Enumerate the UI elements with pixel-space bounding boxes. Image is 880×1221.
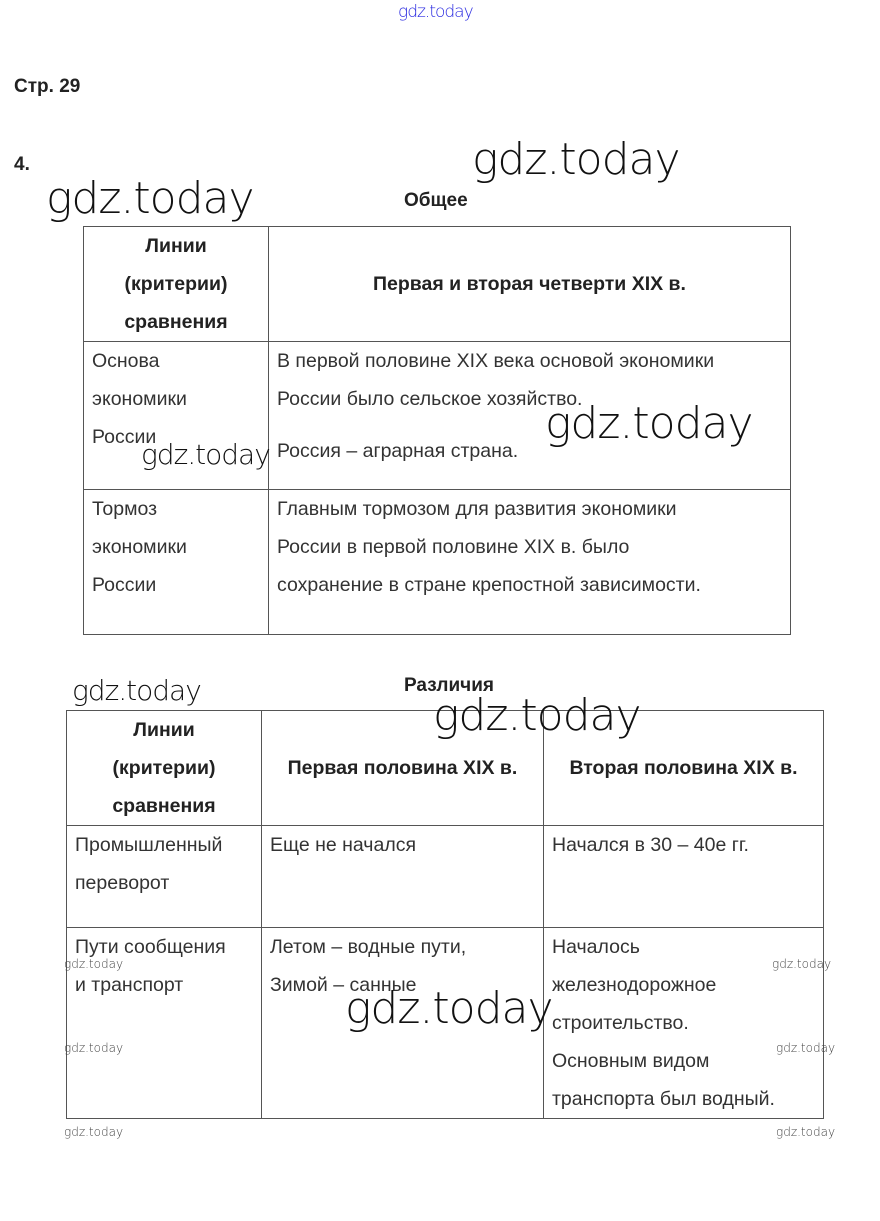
text-line: Тормоз bbox=[92, 498, 158, 520]
text-cell: В первой половине XIX века основой эконо… bbox=[268, 341, 791, 490]
text-line: экономики bbox=[92, 388, 187, 410]
text-line: Россия – аграрная страна. bbox=[277, 440, 519, 462]
page-label: Стр. 29 bbox=[14, 76, 81, 97]
header-period: Первая и вторая четверти XIX в. bbox=[268, 226, 791, 342]
text-line: транспорта был водный. bbox=[552, 1088, 775, 1110]
differences-title: Различия bbox=[404, 675, 494, 696]
second-half-cell: Начался в 30 – 40е гг. bbox=[543, 825, 824, 928]
text-line: экономики bbox=[92, 536, 187, 558]
watermark: gdz.today bbox=[72, 674, 202, 707]
criterion-cell: Промышленный переворот bbox=[66, 825, 262, 928]
watermark: gdz.today bbox=[472, 134, 681, 185]
text-line: Летом – водные пути, bbox=[270, 936, 467, 958]
common-table: Линии (критерии) сравнения Первая и втор… bbox=[83, 226, 791, 635]
header-line: Линии bbox=[133, 719, 195, 741]
text-line: России bbox=[92, 574, 157, 596]
watermark: gdz.today bbox=[545, 398, 754, 449]
text-line: Еще не начался bbox=[270, 834, 417, 856]
text-line: Промышленный bbox=[75, 834, 223, 856]
text-line: Зимой – санные bbox=[270, 974, 417, 996]
text-line: Главным тормозом для развития экономики bbox=[277, 498, 677, 520]
second-half-cell: Началось железнодорожное строительство. … bbox=[543, 927, 824, 1119]
first-half-cell: Летом – водные пути, Зимой – санные bbox=[261, 927, 544, 1119]
differences-table: Линии (критерии) сравнения Первая полови… bbox=[66, 710, 824, 1119]
watermark: gdz.today bbox=[141, 438, 271, 471]
table-header-row: Линии (критерии) сравнения Первая и втор… bbox=[83, 226, 791, 342]
watermark: gdz.today bbox=[64, 957, 124, 971]
watermark: gdz.today bbox=[776, 1041, 836, 1055]
common-title: Общее bbox=[404, 190, 468, 211]
criterion-cell: Пути сообщения и транспорт bbox=[66, 927, 262, 1119]
header-line: (критерии) bbox=[112, 757, 216, 779]
criterion-cell: Тормоз экономики России bbox=[83, 489, 269, 635]
watermark-top: gdz.today bbox=[398, 2, 474, 22]
watermark: gdz.today bbox=[345, 983, 554, 1034]
text-line: России bbox=[92, 426, 157, 448]
header-first-half: Первая половина XIX в. bbox=[261, 710, 544, 826]
header-line: сравнения bbox=[124, 311, 228, 333]
watermark: gdz.today bbox=[46, 173, 255, 224]
text-line: железнодорожное bbox=[552, 974, 717, 996]
watermark: gdz.today bbox=[433, 690, 642, 741]
text-line: Основа bbox=[92, 350, 160, 372]
watermark: gdz.today bbox=[64, 1125, 124, 1139]
criterion-cell: Основа экономики России bbox=[83, 341, 269, 490]
task-number: 4. bbox=[14, 154, 30, 175]
table-header-row: Линии (критерии) сравнения Первая полови… bbox=[66, 710, 824, 826]
first-half-cell: Еще не начался bbox=[261, 825, 544, 928]
text-line: сохранение в стране крепостной зависимос… bbox=[277, 574, 701, 596]
watermark: gdz.today bbox=[776, 1125, 836, 1139]
header-criteria: Линии (критерии) сравнения bbox=[66, 710, 262, 826]
text-line: России в первой половине XIX в. было bbox=[277, 536, 630, 558]
header-line: (критерии) bbox=[124, 273, 228, 295]
text-line: Пути сообщения bbox=[75, 936, 226, 958]
text-line: Началось bbox=[552, 936, 640, 958]
header-second-half: Вторая половина XIX в. bbox=[543, 710, 824, 826]
text-line: и транспорт bbox=[75, 974, 184, 996]
text-line: России было сельское хозяйство. bbox=[277, 388, 583, 410]
table-row: Тормоз экономики России Главным тормозом… bbox=[83, 489, 791, 635]
text-line: Основным видом bbox=[552, 1050, 710, 1072]
watermark: gdz.today bbox=[64, 1041, 124, 1055]
watermark: gdz.today bbox=[772, 957, 832, 971]
text-cell: Главным тормозом для развития экономики … bbox=[268, 489, 791, 635]
text-line: строительство. bbox=[552, 1012, 689, 1034]
table-row: Пути сообщения и транспорт Летом – водны… bbox=[66, 927, 824, 1119]
header-line: сравнения bbox=[112, 795, 216, 817]
header-line: Линии bbox=[145, 235, 207, 257]
text-line: В первой половине XIX века основой эконо… bbox=[277, 350, 715, 372]
table-row: Промышленный переворот Еще не начался На… bbox=[66, 825, 824, 928]
table-row: Основа экономики России В первой половин… bbox=[83, 341, 791, 490]
text-line: переворот bbox=[75, 872, 170, 894]
text-line: Начался в 30 – 40е гг. bbox=[552, 834, 749, 856]
header-criteria: Линии (критерии) сравнения bbox=[83, 226, 269, 342]
